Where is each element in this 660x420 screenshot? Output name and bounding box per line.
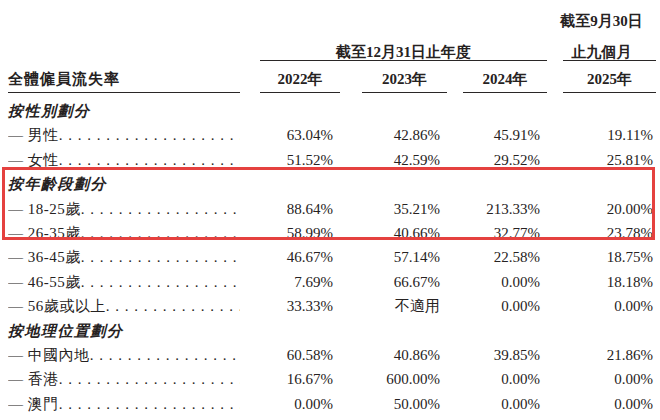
cell-value: 63.04% bbox=[240, 123, 340, 147]
cell-value: 0.00% bbox=[547, 367, 656, 391]
cell-value: 51.52% bbox=[240, 148, 340, 172]
cell-value: 46.67% bbox=[240, 245, 340, 269]
cell-value: 213.33% bbox=[447, 197, 547, 221]
cell-value: 0.00% bbox=[240, 392, 340, 416]
col-2025-rule bbox=[563, 92, 656, 93]
row-label: — 香港 bbox=[8, 367, 240, 391]
cell-value: 35.21% bbox=[340, 197, 447, 221]
cell-value: 40.66% bbox=[340, 221, 447, 245]
leader-dots bbox=[81, 197, 240, 221]
cell-value: 18.18% bbox=[547, 270, 656, 294]
row-label: — 澳門 bbox=[8, 392, 240, 416]
row-female: — 女性 51.52% 42.59% 29.52% 25.81% bbox=[8, 148, 656, 172]
col-group-interim-line1: 截至9月30日 bbox=[547, 12, 656, 31]
cell-value: 42.86% bbox=[340, 123, 447, 147]
cell-value: 0.00% bbox=[547, 294, 656, 318]
leader-dots bbox=[81, 221, 240, 245]
cell-value: 45.91% bbox=[447, 123, 547, 147]
section-title-geography: 按地理位置劃分 bbox=[8, 319, 656, 343]
cell-value: 50.00% bbox=[340, 392, 447, 416]
section-title-gender: 按性別劃分 bbox=[8, 99, 656, 123]
row-age-18-25: — 18-25歲 88.64% 35.21% 213.33% 20.00% bbox=[8, 197, 656, 221]
leader-dots bbox=[59, 148, 240, 172]
cell-value: 23.78% bbox=[547, 221, 656, 245]
row-macau: — 澳門 0.00% 50.00% 0.00% 0.00% bbox=[8, 392, 656, 416]
cell-value: 25.81% bbox=[547, 148, 656, 172]
annual-group-rule bbox=[260, 60, 547, 61]
leader-dots bbox=[81, 245, 240, 269]
leader-dots bbox=[90, 343, 240, 367]
row-male: — 男性 63.04% 42.86% 45.91% 19.11% bbox=[8, 123, 656, 147]
col-2024-rule bbox=[463, 92, 547, 93]
row-mainland-china: — 中國內地 60.58% 40.86% 39.85% 21.86% bbox=[8, 343, 656, 367]
row-label: — 18-25歲 bbox=[8, 197, 240, 221]
row-age-36-45: — 36-45歲 46.67% 57.14% 22.58% 18.75% bbox=[8, 245, 656, 269]
cell-value: 16.67% bbox=[240, 367, 340, 391]
cell-value: 29.52% bbox=[447, 148, 547, 172]
col-header-2025: 2025年 bbox=[563, 70, 656, 89]
cell-value: 42.59% bbox=[340, 148, 447, 172]
cell-value: 58.99% bbox=[240, 221, 340, 245]
col-header-2023: 2023年 bbox=[362, 70, 447, 89]
row-header-rule bbox=[8, 92, 240, 93]
leader-dots bbox=[59, 367, 240, 391]
row-hong-kong: — 香港 16.67% 600.00% 0.00% 0.00% bbox=[8, 367, 656, 391]
leader-dots bbox=[106, 294, 240, 318]
cell-value: 600.00% bbox=[340, 367, 447, 391]
leader-dots bbox=[81, 270, 240, 294]
cell-value: 66.67% bbox=[340, 270, 447, 294]
row-label: — 26-35歲 bbox=[8, 221, 240, 245]
cell-value: 40.86% bbox=[340, 343, 447, 367]
cell-value: 0.00% bbox=[447, 294, 547, 318]
col-header-2024: 2024年 bbox=[463, 70, 547, 89]
row-label: — 中國內地 bbox=[8, 343, 240, 367]
document-page: 截至9月30日 截至12月31日止年度 止九個月 2022年 2023年 202… bbox=[0, 0, 660, 420]
interim-group-rule bbox=[563, 60, 656, 61]
row-header-title: 全體僱員流失率 bbox=[8, 70, 240, 89]
cell-value: 7.69% bbox=[240, 270, 340, 294]
leader-dots bbox=[59, 123, 240, 147]
row-label: — 56歲或以上 bbox=[8, 294, 240, 318]
row-label: — 46-55歲 bbox=[8, 270, 240, 294]
leader-dots bbox=[59, 392, 240, 416]
col-2023-rule bbox=[362, 92, 447, 93]
cell-value: 0.00% bbox=[447, 392, 547, 416]
cell-value: 18.75% bbox=[547, 245, 656, 269]
cell-value: 22.58% bbox=[447, 245, 547, 269]
cell-value: 0.00% bbox=[447, 367, 547, 391]
row-age-26-35: — 26-35歲 58.99% 40.66% 32.77% 23.78% bbox=[8, 221, 656, 245]
cell-value: 57.14% bbox=[340, 245, 447, 269]
row-age-56-plus: — 56歲或以上 33.33% 不適用 0.00% 0.00% bbox=[8, 294, 656, 318]
section-title-age: 按年齡段劃分 bbox=[8, 172, 656, 196]
row-label: — 36-45歲 bbox=[8, 245, 240, 269]
cell-value: 60.58% bbox=[240, 343, 340, 367]
cell-value: 不適用 bbox=[340, 294, 447, 318]
cell-value: 0.00% bbox=[447, 270, 547, 294]
row-age-46-55: — 46-55歲 7.69% 66.67% 0.00% 18.18% bbox=[8, 270, 656, 294]
cell-value: 20.00% bbox=[547, 197, 656, 221]
row-label: — 女性 bbox=[8, 148, 240, 172]
cell-value: 0.00% bbox=[547, 392, 656, 416]
table-body: 按性別劃分 — 男性 63.04% 42.86% 45.91% 19.11% —… bbox=[8, 99, 656, 416]
cell-value: 39.85% bbox=[447, 343, 547, 367]
col-2022-rule bbox=[260, 92, 340, 93]
cell-value: 33.33% bbox=[240, 294, 340, 318]
cell-value: 19.11% bbox=[547, 123, 656, 147]
row-label: — 男性 bbox=[8, 123, 240, 147]
cell-value: 88.64% bbox=[240, 197, 340, 221]
cell-value: 21.86% bbox=[547, 343, 656, 367]
col-header-2022: 2022年 bbox=[260, 70, 340, 89]
cell-value: 32.77% bbox=[447, 221, 547, 245]
